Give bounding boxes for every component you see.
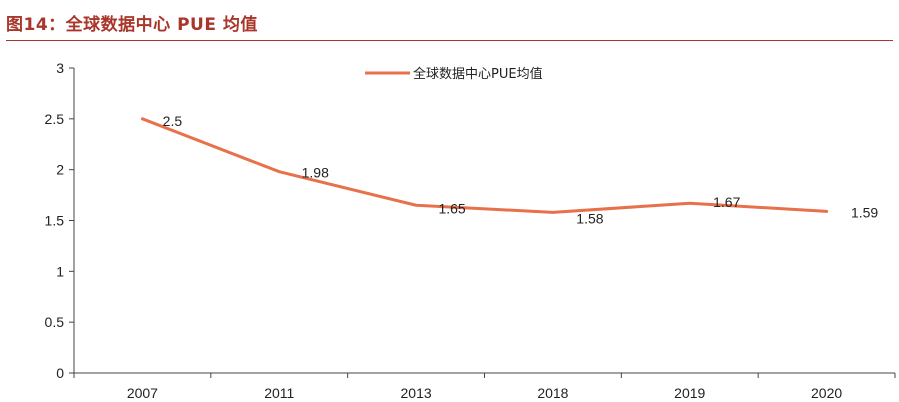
x-axis-ticks: 2007 2011 2013 2018 2019 2020 (73, 373, 896, 401)
y-tick-label: 2.5 (45, 111, 65, 127)
x-tick-label: 2018 (537, 385, 568, 401)
data-label: 2.5 (163, 113, 183, 129)
y-tick-label: 3 (56, 60, 64, 76)
series-line (140, 117, 829, 214)
legend-label: 全球数据中心PUE均值 (413, 66, 543, 82)
x-tick-label: 2013 (401, 385, 432, 401)
x-tick-label: 2011 (264, 385, 294, 401)
y-tick-label: 1 (56, 263, 64, 279)
y-tick-label: 0 (56, 365, 64, 381)
x-tick-label: 2007 (127, 385, 158, 401)
data-label: 1.98 (302, 165, 329, 181)
legend: 全球数据中心PUE均值 (365, 66, 543, 82)
data-label: 1.59 (851, 204, 878, 220)
y-axis-ticks: 0 0.5 1 1.5 2 2.5 3 (45, 60, 74, 381)
series-layer (140, 117, 829, 214)
data-label: 1.58 (576, 210, 603, 226)
y-tick-label: 0.5 (45, 314, 65, 330)
x-tick-label: 2019 (674, 385, 705, 401)
data-label: 1.65 (438, 200, 465, 216)
data-labels: 2.5 1.98 1.65 1.58 1.67 1.59 (163, 113, 879, 227)
x-tick-label: 2020 (811, 385, 842, 401)
title-divider (6, 40, 893, 41)
y-tick-label: 1.5 (45, 213, 65, 229)
y-tick-label: 2 (56, 162, 64, 178)
data-label: 1.67 (713, 194, 740, 210)
axes (73, 68, 895, 374)
figure-title: 图14：全球数据中心 PUE 均值 (6, 15, 258, 35)
